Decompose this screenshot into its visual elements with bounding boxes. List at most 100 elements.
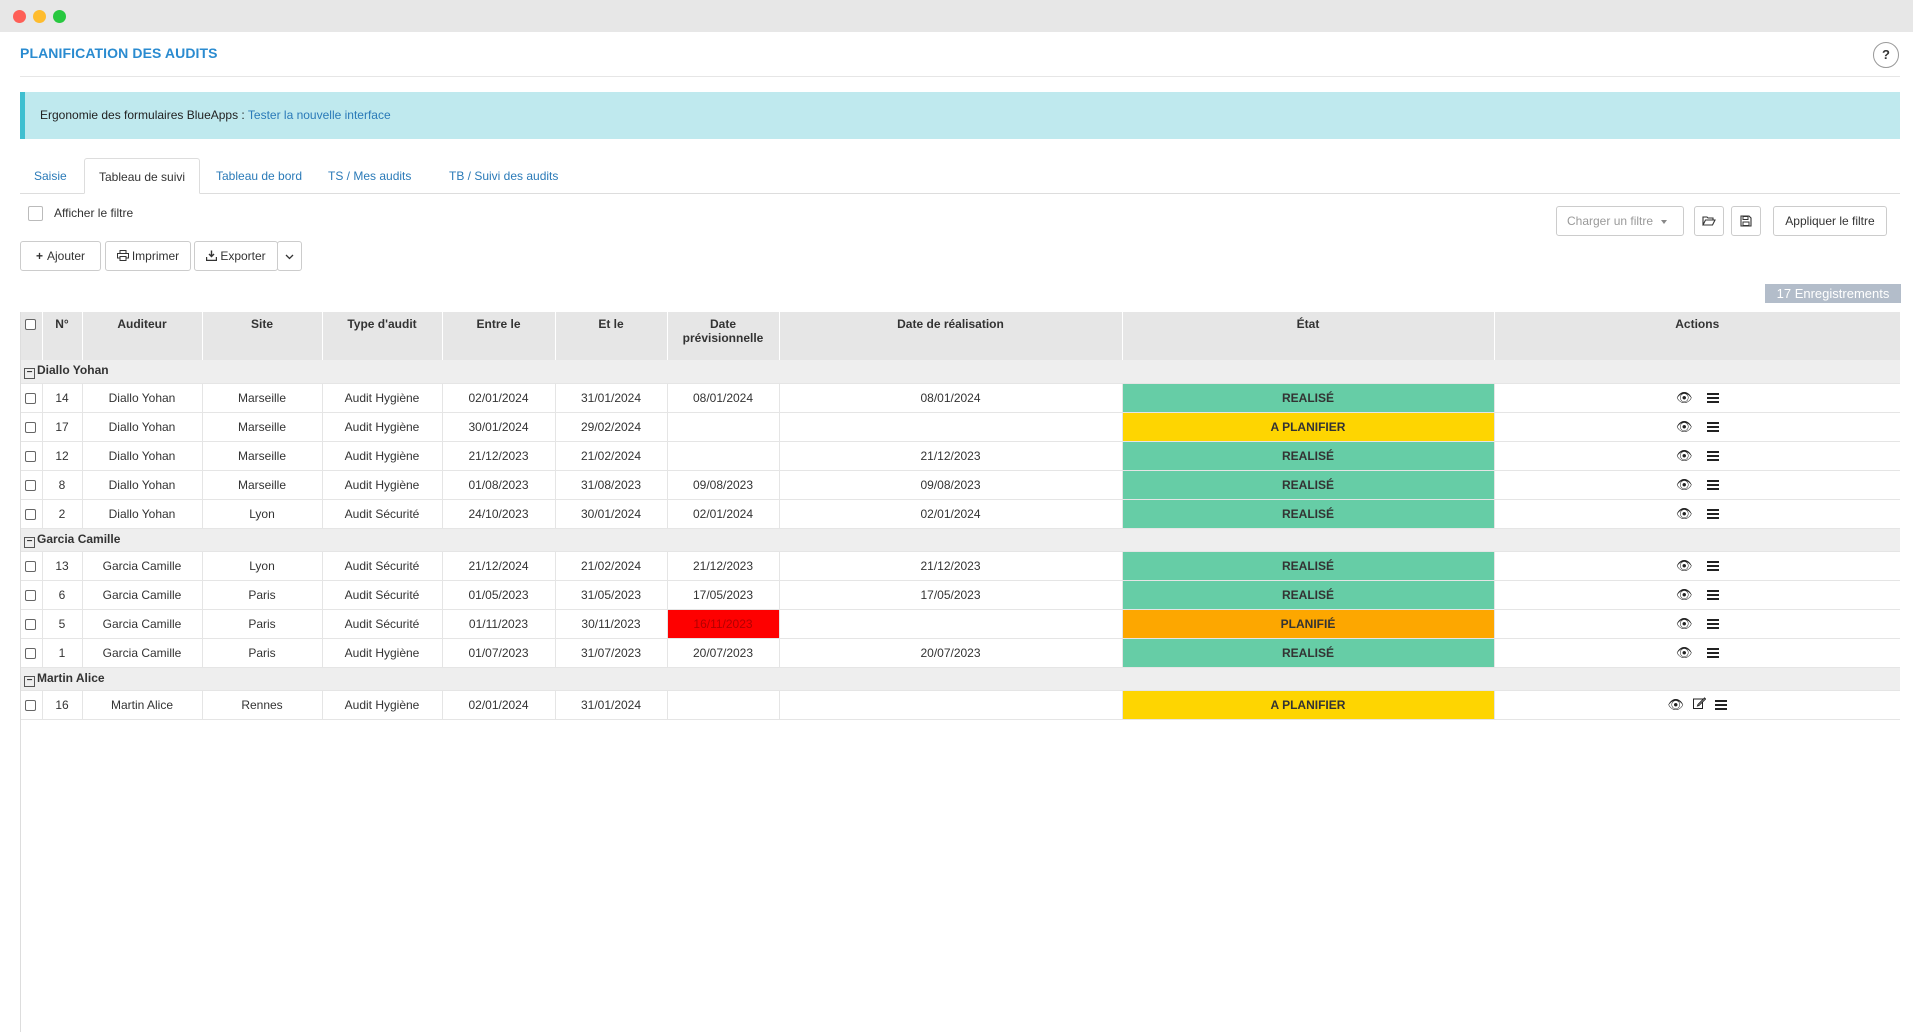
- show-filter-checkbox[interactable]: [28, 206, 43, 221]
- cell-site: Marseille: [201, 412, 322, 442]
- table-row[interactable]: 6 Garcia Camille Paris Audit Sécurité 01…: [20, 580, 1900, 610]
- row-checkbox[interactable]: [25, 589, 37, 601]
- eye-icon[interactable]: 👁: [1675, 586, 1693, 602]
- eye-icon[interactable]: 👁: [1667, 696, 1684, 712]
- menu-icon[interactable]: [1706, 422, 1719, 433]
- cell-et: 31/01/2024: [554, 690, 667, 720]
- cell-et: 29/02/2024: [554, 412, 667, 442]
- load-filter-select[interactable]: Charger un filtre: [1556, 206, 1684, 236]
- table-row[interactable]: 16 Martin Alice Rennes Audit Hygiène 02/…: [20, 690, 1900, 720]
- cell-date-previsionnelle: [666, 441, 779, 471]
- cell-num: 13: [41, 551, 82, 581]
- row-checkbox[interactable]: [25, 479, 37, 491]
- column-header[interactable]: État: [1121, 312, 1494, 360]
- column-header[interactable]: Date de réalisation: [778, 312, 1122, 360]
- column-header[interactable]: N°: [41, 312, 82, 360]
- table-row[interactable]: 1 Garcia Camille Paris Audit Hygiène 01/…: [20, 638, 1900, 668]
- status-badge: REALISÉ: [1121, 470, 1494, 500]
- group-name: Diallo Yohan: [37, 363, 109, 378]
- print-button[interactable]: Imprimer: [105, 241, 191, 271]
- column-header[interactable]: Auditeur: [81, 312, 202, 360]
- minimize-window-button[interactable]: [33, 10, 46, 23]
- status-badge: A PLANIFIER: [1121, 412, 1494, 442]
- table-row[interactable]: 5 Garcia Camille Paris Audit Sécurité 01…: [20, 609, 1900, 639]
- export-dropdown-button[interactable]: [277, 241, 302, 271]
- cell-site: Paris: [201, 580, 322, 610]
- collapse-icon[interactable]: −: [24, 368, 35, 380]
- table-row[interactable]: 12 Diallo Yohan Marseille Audit Hygiène …: [20, 441, 1900, 471]
- close-window-button[interactable]: [13, 10, 26, 23]
- group-header[interactable]: − Martin Alice: [20, 667, 1900, 691]
- menu-icon[interactable]: [1706, 561, 1719, 572]
- eye-icon[interactable]: 👁: [1675, 505, 1693, 521]
- eye-icon[interactable]: 👁: [1675, 557, 1693, 573]
- apply-filter-button[interactable]: Appliquer le filtre: [1773, 206, 1887, 236]
- table-row[interactable]: 2 Diallo Yohan Lyon Audit Sécurité 24/10…: [20, 499, 1900, 529]
- eye-icon[interactable]: 👁: [1675, 447, 1693, 463]
- menu-icon[interactable]: [1706, 619, 1719, 630]
- row-checkbox[interactable]: [25, 618, 37, 630]
- eye-icon[interactable]: 👁: [1675, 615, 1693, 631]
- add-button[interactable]: + Ajouter: [20, 241, 101, 271]
- chevron-down-icon: [285, 254, 294, 260]
- eye-icon[interactable]: 👁: [1675, 389, 1693, 405]
- eye-icon[interactable]: 👁: [1675, 418, 1693, 434]
- row-checkbox[interactable]: [25, 560, 37, 572]
- cell-date-realisation: 20/07/2023: [778, 638, 1122, 668]
- banner-link[interactable]: Tester la nouvelle interface: [247, 108, 391, 122]
- eye-icon[interactable]: 👁: [1675, 644, 1693, 660]
- collapse-icon[interactable]: −: [24, 536, 35, 548]
- table-row[interactable]: 13 Garcia Camille Lyon Audit Sécurité 21…: [20, 551, 1900, 581]
- menu-icon[interactable]: [1706, 590, 1719, 601]
- collapse-icon[interactable]: −: [24, 675, 35, 687]
- cell-type: Audit Sécurité: [321, 551, 442, 581]
- column-header[interactable]: Type d'audit: [321, 312, 442, 360]
- edit-icon[interactable]: [1693, 696, 1707, 712]
- save-filter-button[interactable]: [1731, 206, 1761, 236]
- menu-icon[interactable]: [1706, 648, 1719, 659]
- app-content: PLANIFICATION DES AUDITS ? Ergonomie des…: [0, 32, 1913, 1032]
- row-checkbox[interactable]: [25, 699, 37, 711]
- row-select-cell: [20, 609, 42, 639]
- menu-icon[interactable]: [1706, 451, 1719, 462]
- help-button[interactable]: ?: [1873, 42, 1899, 68]
- table-row[interactable]: 8 Diallo Yohan Marseille Audit Hygiène 0…: [20, 470, 1900, 500]
- open-filter-button[interactable]: [1694, 206, 1724, 236]
- export-button[interactable]: Exporter: [194, 241, 278, 271]
- menu-icon[interactable]: [1706, 480, 1719, 491]
- column-header[interactable]: Site: [201, 312, 322, 360]
- menu-icon[interactable]: [1715, 700, 1727, 711]
- tab-saisie[interactable]: Saisie: [34, 169, 67, 183]
- row-checkbox[interactable]: [25, 508, 37, 520]
- cell-type: Audit Hygiène: [321, 383, 442, 413]
- cell-auditeur: Diallo Yohan: [81, 412, 202, 442]
- row-select-cell: [20, 638, 42, 668]
- window-titlebar: [0, 0, 1913, 32]
- status-badge: REALISÉ: [1121, 580, 1494, 610]
- table-row[interactable]: 14 Diallo Yohan Marseille Audit Hygiène …: [20, 383, 1900, 413]
- eye-icon[interactable]: 👁: [1675, 476, 1693, 492]
- table-header-row: N° Auditeur Site Type d'audit Entre le E…: [20, 312, 1900, 360]
- tab-tb-suivi-des-audits[interactable]: TB / Suivi des audits: [449, 169, 559, 183]
- floppy-disk-icon: [1740, 215, 1752, 227]
- row-checkbox[interactable]: [25, 647, 37, 659]
- column-header[interactable]: Et le: [554, 312, 667, 360]
- column-header[interactable]: Date prévisionnelle: [666, 312, 779, 360]
- tab-tableau-de-suivi[interactable]: Tableau de suivi: [84, 158, 201, 194]
- select-all-checkbox[interactable]: [25, 319, 37, 331]
- add-button-label: Ajouter: [46, 249, 86, 263]
- banner-text: Ergonomie des formulaires BlueApps :: [40, 108, 248, 122]
- maximize-window-button[interactable]: [53, 10, 66, 23]
- tab-ts-mes-audits[interactable]: TS / Mes audits: [328, 169, 412, 183]
- row-checkbox[interactable]: [25, 421, 37, 433]
- menu-icon[interactable]: [1706, 393, 1719, 404]
- table-row[interactable]: 17 Diallo Yohan Marseille Audit Hygiène …: [20, 412, 1900, 442]
- cell-actions: 👁: [1493, 412, 1900, 442]
- group-header[interactable]: − Diallo Yohan: [20, 360, 1900, 384]
- row-checkbox[interactable]: [25, 450, 37, 462]
- menu-icon[interactable]: [1706, 509, 1719, 520]
- column-header[interactable]: Entre le: [441, 312, 555, 360]
- group-header[interactable]: − Garcia Camille: [20, 528, 1900, 552]
- tab-tableau-de-bord[interactable]: Tableau de bord: [216, 169, 303, 183]
- row-checkbox[interactable]: [25, 392, 37, 404]
